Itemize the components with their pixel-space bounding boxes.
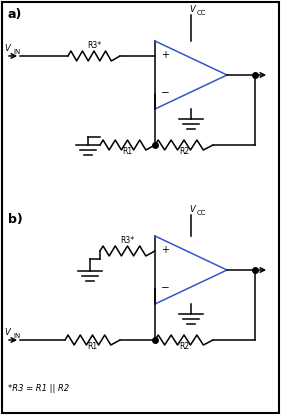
Text: IN: IN [13, 333, 20, 339]
Text: a): a) [8, 8, 22, 21]
Text: V: V [4, 44, 10, 53]
Text: R3*: R3* [87, 41, 101, 50]
Text: CC: CC [197, 210, 207, 216]
Text: b): b) [8, 213, 23, 226]
Text: V: V [189, 5, 195, 14]
Text: R3*: R3* [121, 236, 135, 245]
Text: −: − [161, 283, 170, 293]
Text: R2: R2 [179, 342, 189, 351]
Text: R2: R2 [179, 147, 189, 156]
Text: V: V [189, 205, 195, 214]
Text: +: + [161, 245, 169, 255]
Text: IN: IN [13, 49, 20, 55]
Text: V: V [4, 328, 10, 337]
Text: R1: R1 [87, 342, 98, 351]
Text: +: + [161, 50, 169, 60]
Text: CC: CC [197, 10, 207, 16]
Text: *R3 = R1 || R2: *R3 = R1 || R2 [8, 384, 69, 393]
Text: R1: R1 [123, 147, 133, 156]
Text: −: − [161, 88, 170, 98]
